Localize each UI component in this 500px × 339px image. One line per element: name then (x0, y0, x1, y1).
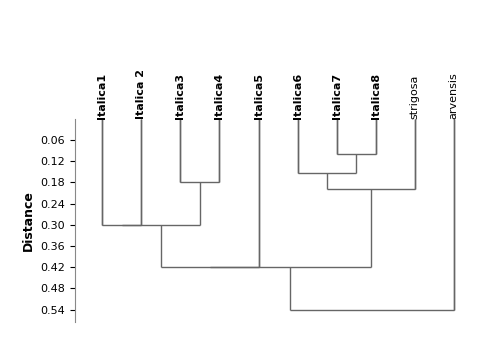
Text: strigosa: strigosa (410, 74, 420, 119)
Text: arvensis: arvensis (449, 72, 459, 119)
Text: Italica7: Italica7 (332, 73, 342, 119)
Text: Italica1: Italica1 (98, 73, 108, 119)
Text: Italica6: Italica6 (292, 73, 302, 119)
Y-axis label: Distance: Distance (22, 190, 35, 251)
Text: Italica3: Italica3 (176, 73, 186, 119)
Text: Italica4: Italica4 (214, 73, 224, 119)
Text: Italica8: Italica8 (370, 73, 380, 119)
Text: Italica 2: Italica 2 (136, 69, 146, 119)
Text: Italica5: Italica5 (254, 73, 264, 119)
